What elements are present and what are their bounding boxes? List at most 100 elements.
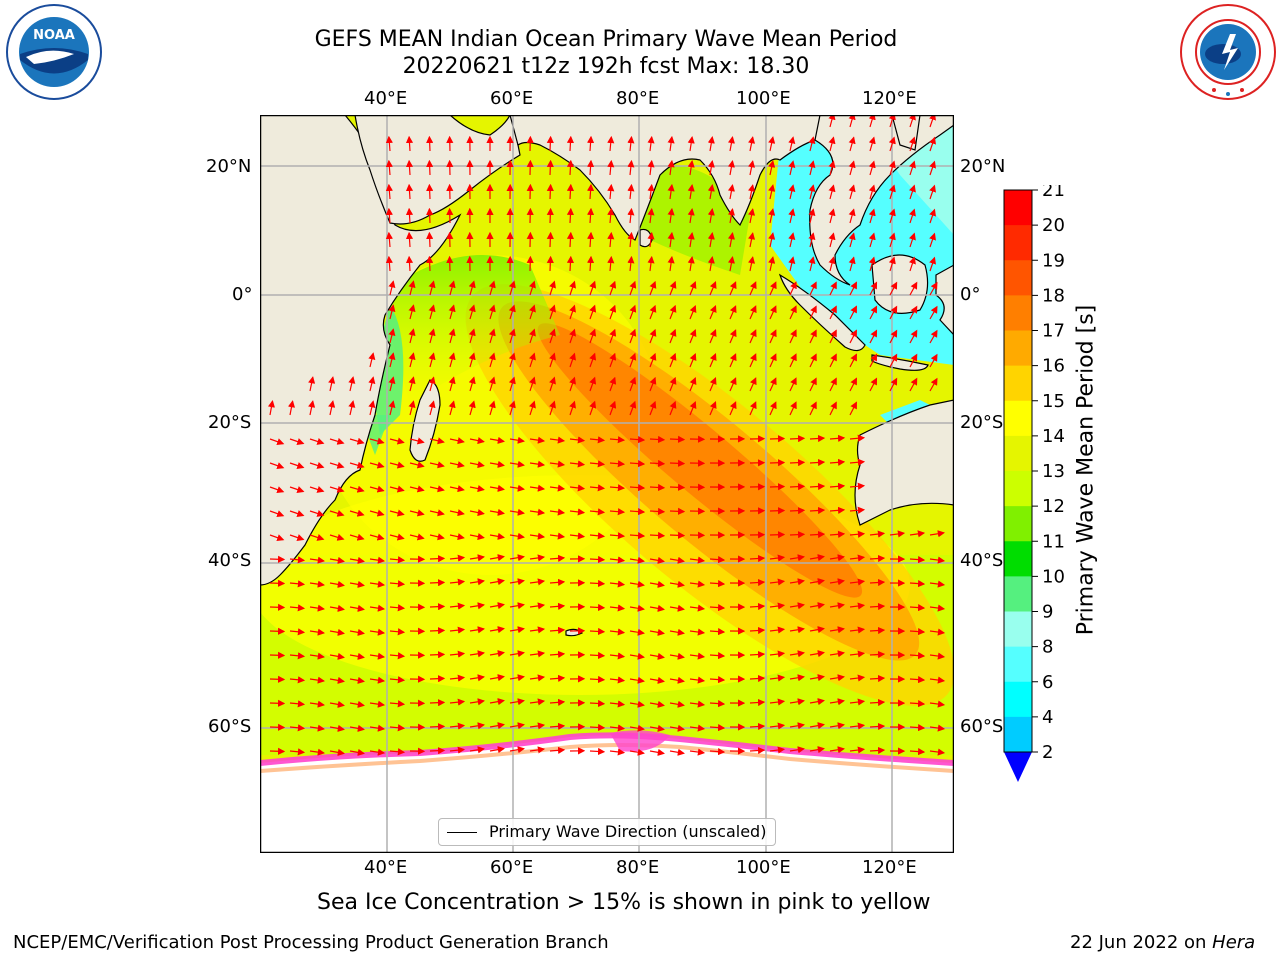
wave-direction-arrow <box>609 748 626 756</box>
wave-direction-arrow <box>586 207 595 224</box>
wave-direction-arrow <box>329 437 345 445</box>
wave-direction-arrow <box>589 699 606 708</box>
wave-direction-arrow <box>809 578 825 586</box>
wave-direction-arrow <box>589 675 606 684</box>
wave-direction-arrow <box>709 352 717 368</box>
wave-direction-arrow <box>546 135 554 152</box>
map-legend: Primary Wave Direction (unscaled) <box>438 818 776 846</box>
wave-direction-arrow <box>489 436 505 444</box>
wave-direction-arrow <box>647 159 655 176</box>
wave-direction-arrow <box>309 604 325 612</box>
wave-direction-arrow <box>909 627 926 636</box>
wave-direction-arrow <box>426 159 434 176</box>
wave-direction-arrow <box>566 231 575 248</box>
left-lat-label-20n: 20°N <box>206 156 252 177</box>
wave-direction-arrow <box>809 458 826 467</box>
wave-direction-arrow <box>449 533 465 541</box>
wave-direction-arrow <box>549 532 566 540</box>
wave-direction-arrow <box>449 461 465 469</box>
colorbar-tick-label: 9 <box>1042 602 1053 623</box>
colorbar-box <box>1004 716 1032 753</box>
wave-direction-arrow <box>629 280 637 296</box>
wave-direction-arrow <box>309 556 325 564</box>
wave-direction-arrow <box>848 160 856 176</box>
wave-direction-arrow <box>749 305 757 320</box>
wave-direction-arrow <box>426 183 434 200</box>
wave-direction-arrow <box>368 400 376 416</box>
wave-direction-arrow <box>509 508 525 516</box>
wave-direction-arrow <box>569 352 576 368</box>
wave-direction-arrow <box>869 722 886 731</box>
wave-direction-arrow <box>609 280 617 296</box>
wave-direction-arrow <box>508 280 516 296</box>
wave-direction-arrow <box>468 376 476 392</box>
wave-direction-arrow <box>869 746 886 755</box>
wave-direction-arrow <box>869 530 886 538</box>
wave-direction-arrow <box>808 208 816 224</box>
wave-direction-arrow <box>348 400 356 416</box>
wave-direction-arrow <box>509 602 525 610</box>
wave-direction-arrow <box>269 723 286 731</box>
wave-direction-arrow <box>647 207 655 224</box>
wave-direction-arrow <box>489 578 505 586</box>
wave-direction-arrow <box>849 602 866 610</box>
wave-direction-arrow <box>707 184 715 200</box>
wave-direction-arrow <box>426 207 434 224</box>
wave-direction-arrow <box>369 556 386 564</box>
wave-direction-arrow <box>589 603 606 612</box>
wave-direction-arrow <box>909 232 916 248</box>
wave-direction-arrow <box>389 580 406 588</box>
wave-direction-arrow <box>667 231 675 248</box>
wave-direction-arrow <box>669 400 677 416</box>
wave-direction-arrow <box>789 650 805 658</box>
wave-direction-arrow <box>769 305 777 320</box>
wave-direction-arrow <box>589 376 597 392</box>
colorbar-box <box>1004 330 1032 367</box>
wave-direction-arrow <box>909 699 926 708</box>
wave-direction-arrow <box>849 281 857 296</box>
wave-direction-arrow <box>649 580 665 588</box>
wave-direction-arrow <box>729 353 737 368</box>
wave-direction-arrow <box>448 352 456 368</box>
wave-direction-arrow <box>389 556 406 564</box>
wave-direction-arrow <box>328 376 336 392</box>
wave-direction-arrow <box>888 184 896 200</box>
wave-direction-arrow <box>469 437 485 445</box>
wave-direction-arrow <box>689 556 706 564</box>
wave-direction-arrow <box>809 530 826 539</box>
bottom-lon-label-120e: 120°E <box>862 857 917 878</box>
wave-direction-arrow <box>669 483 686 491</box>
wave-direction-arrow <box>689 724 706 732</box>
colorbar-tick-label: 6 <box>1042 672 1053 693</box>
wave-direction-arrow <box>489 602 505 610</box>
wave-direction-arrow <box>689 604 706 612</box>
wave-direction-arrow <box>709 555 726 564</box>
wave-direction-arrow <box>729 281 737 296</box>
wave-direction-arrow <box>509 650 525 658</box>
wave-direction-arrow <box>369 580 386 588</box>
wave-direction-arrow <box>389 509 405 517</box>
wave-direction-arrow <box>368 376 376 392</box>
wave-direction-arrow <box>469 626 485 634</box>
wave-direction-arrow <box>929 580 946 588</box>
wave-direction-arrow <box>269 651 286 659</box>
wave-direction-arrow <box>769 626 786 634</box>
wave-direction-arrow <box>649 507 666 516</box>
wave-direction-arrow <box>349 604 365 612</box>
wave-direction-arrow <box>889 530 906 538</box>
wave-direction-arrow <box>448 376 456 392</box>
wave-direction-arrow <box>709 675 726 684</box>
wave-direction-arrow <box>749 353 757 368</box>
wave-direction-arrow <box>469 509 485 517</box>
wave-direction-arrow <box>809 401 817 416</box>
wave-direction-arrow <box>629 531 646 540</box>
wave-direction-arrow <box>609 580 626 588</box>
colorbar-box <box>1004 471 1032 507</box>
wave-direction-arrow <box>649 556 665 564</box>
wave-direction-arrow <box>749 722 766 731</box>
colorbar-tick-label: 11 <box>1042 531 1065 552</box>
wave-direction-arrow <box>509 698 525 706</box>
wave-direction-arrow <box>428 280 436 296</box>
right-lat-label-0: 0° <box>960 284 981 305</box>
wave-direction-arrow <box>388 304 396 320</box>
